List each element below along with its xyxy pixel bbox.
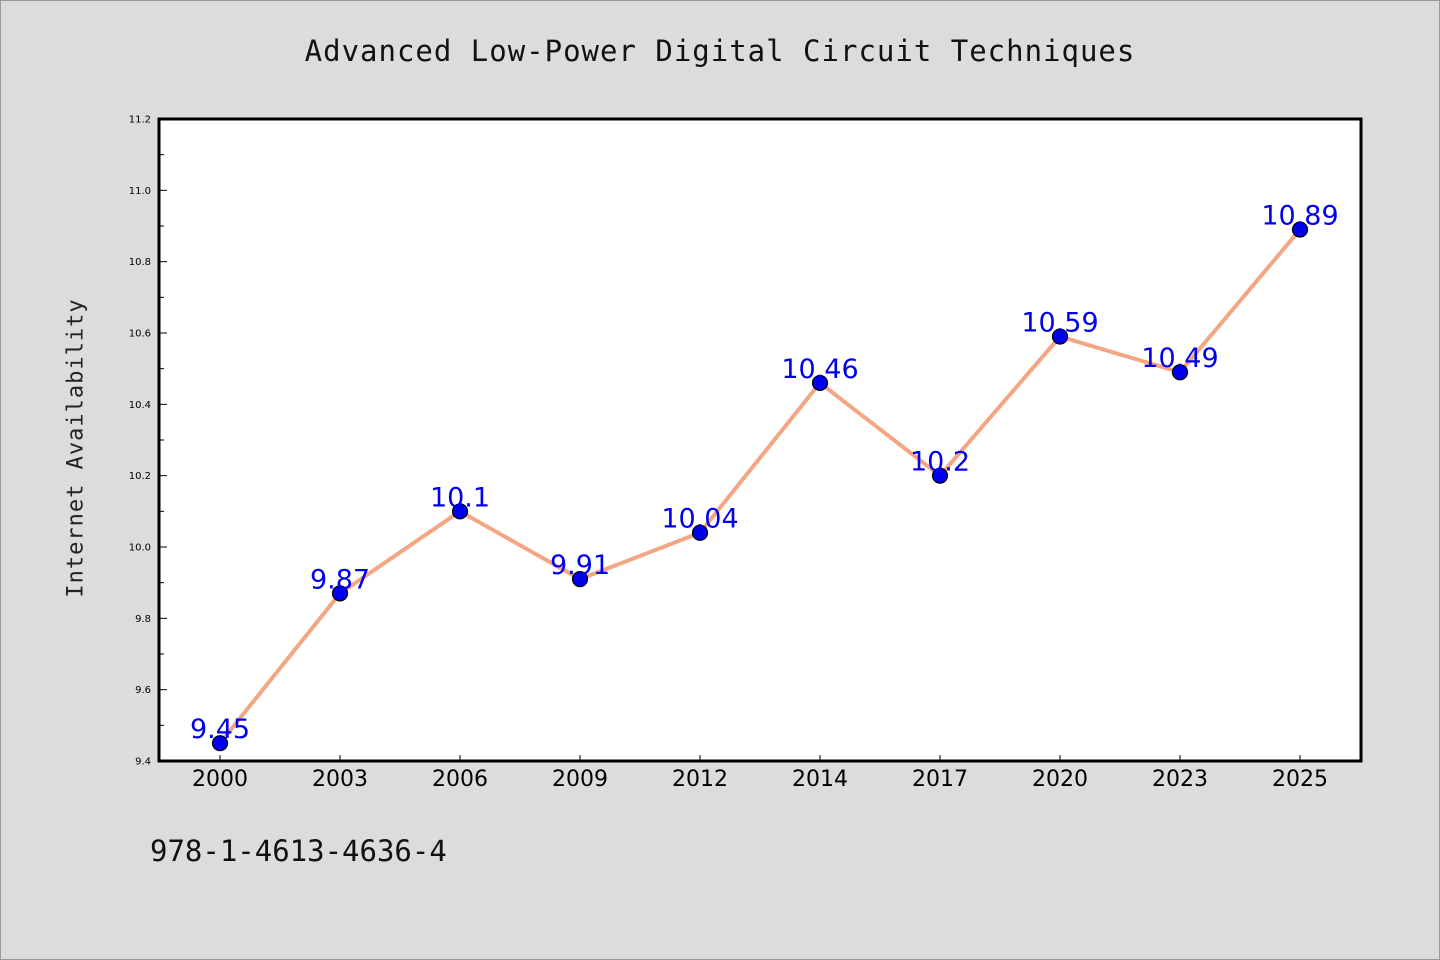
x-tick-label: 2025 bbox=[1272, 767, 1328, 792]
data-label: 10.59 bbox=[1021, 308, 1098, 339]
y-tick-label: 10.2 bbox=[129, 471, 151, 482]
y-tick-label: 9.6 bbox=[135, 685, 151, 696]
data-label: 10.89 bbox=[1261, 201, 1338, 232]
series-group: 9.45 9.87 10.1 9.91 10.04 10.46 10.2 10.59 10.49… bbox=[190, 201, 1339, 752]
isbn-text: 978-1-4613-4636-4 bbox=[150, 834, 447, 868]
data-point bbox=[811, 374, 829, 392]
data-label: 9.87 bbox=[310, 564, 370, 595]
plot-area bbox=[157, 117, 1363, 763]
y-tick-label: 9.4 bbox=[135, 757, 151, 768]
data-label: 9.45 bbox=[190, 714, 250, 745]
series-line bbox=[218, 227, 1302, 746]
x-tick-label: 2012 bbox=[672, 767, 728, 792]
y-tick-label: 10.0 bbox=[129, 543, 151, 554]
y-tick-label: 11.0 bbox=[129, 186, 151, 197]
data-point bbox=[451, 503, 469, 520]
data-label: 10.46 bbox=[781, 354, 858, 385]
y-tick-label: 10.4 bbox=[129, 400, 151, 411]
x-tick-label: 2006 bbox=[432, 767, 488, 792]
x-tick-label: 2023 bbox=[1152, 767, 1208, 792]
data-point bbox=[331, 585, 349, 602]
data-point bbox=[1171, 364, 1189, 381]
y-tick-label: 10.6 bbox=[129, 329, 151, 340]
x-tick-label: 2000 bbox=[192, 767, 248, 792]
data-label: 10.04 bbox=[661, 504, 738, 535]
data-point bbox=[571, 570, 589, 588]
data-point bbox=[1291, 221, 1309, 238]
chart-title: Advanced Low-Power Digital Circuit Techn… bbox=[304, 34, 1136, 68]
y-axis: 9.4 9.6 9.8 10.0 10.2 10.4 10.6 10.8 11.0 11.2 bbox=[129, 115, 167, 768]
data-label: 9.91 bbox=[550, 550, 610, 581]
data-point bbox=[1051, 328, 1069, 345]
data-label: 10.49 bbox=[1141, 343, 1218, 374]
data-point bbox=[211, 735, 229, 752]
y-tick-label: 11.2 bbox=[129, 115, 151, 126]
x-tick-label: 2009 bbox=[552, 767, 608, 792]
x-axis: 2000 2003 2006 2009 2012 2014 2017 2020 2023 2025 bbox=[192, 755, 1328, 792]
x-tick-label: 2017 bbox=[912, 767, 968, 792]
y-tick-label: 9.8 bbox=[135, 614, 151, 625]
data-point bbox=[691, 524, 709, 541]
x-tick-label: 2020 bbox=[1032, 767, 1088, 792]
y-tick-label: 10.8 bbox=[129, 257, 151, 268]
x-tick-label: 2003 bbox=[312, 767, 368, 792]
data-point bbox=[931, 467, 949, 484]
data-label: 10.2 bbox=[910, 447, 970, 478]
data-label: 10.1 bbox=[430, 482, 490, 513]
x-tick-label: 2014 bbox=[792, 767, 848, 792]
